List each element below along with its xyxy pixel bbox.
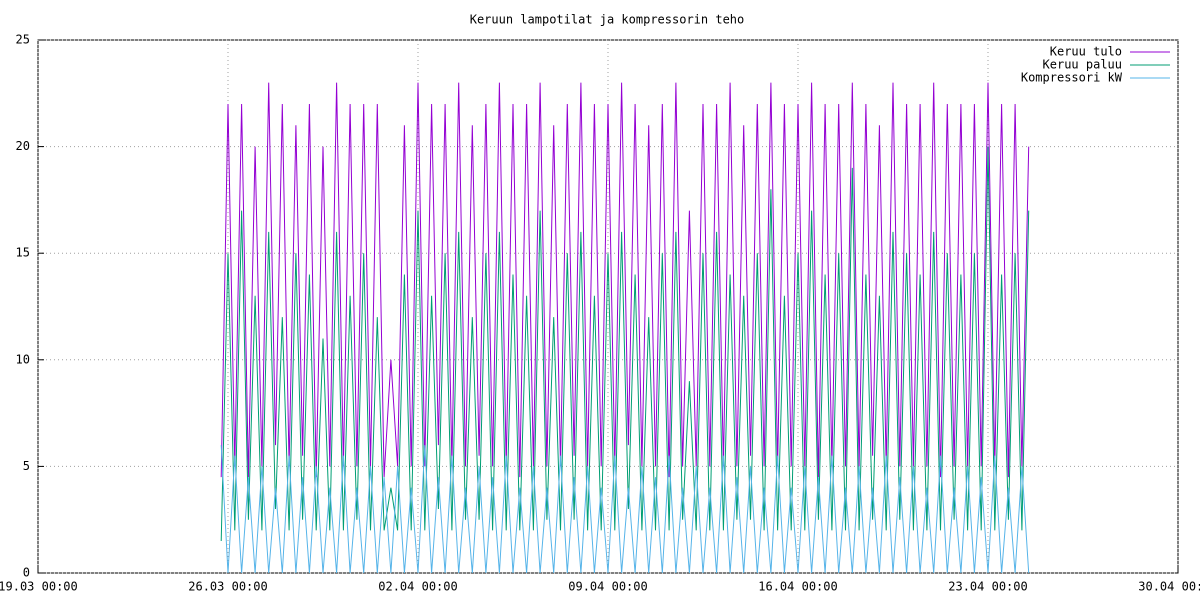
x-tick-label: 02.04 00:00: [378, 580, 457, 594]
data-line: [220, 82, 1030, 478]
x-tick-label: 16.04 00:00: [758, 580, 837, 594]
x-tick-label: 26.03 00:00: [188, 580, 267, 594]
chart-title: Keruun lampotilat ja kompressorin teho: [470, 13, 745, 27]
legend-label: Kompressori kW: [1021, 71, 1123, 85]
legend-label: Keruu paluu: [1043, 58, 1122, 72]
y-tick-label: 25: [16, 33, 30, 47]
y-tick-label: 10: [16, 352, 30, 366]
y-tick-label: 0: [23, 566, 30, 580]
y-tick-label: 15: [16, 246, 30, 260]
x-tick-label: 30.04 00:00: [1138, 580, 1200, 594]
x-tick-label: 19.03 00:00: [0, 580, 78, 594]
data-line: [220, 146, 1030, 542]
y-tick-label: 20: [16, 139, 30, 153]
data-line: [220, 445, 1030, 574]
x-tick-label: 23.04 00:00: [948, 580, 1027, 594]
x-tick-label: 09.04 00:00: [568, 580, 647, 594]
legend-label: Keruu tulo: [1050, 45, 1122, 59]
y-tick-label: 5: [23, 459, 30, 473]
